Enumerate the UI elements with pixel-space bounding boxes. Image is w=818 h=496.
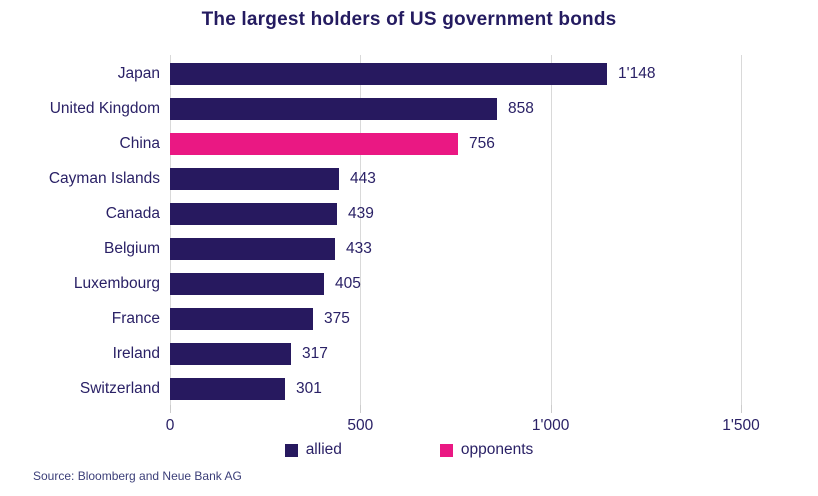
bar-row: United Kingdom 858 bbox=[50, 98, 534, 120]
x-tick-label: 0 bbox=[165, 417, 175, 434]
legend-item-opponents: opponents bbox=[439, 441, 534, 459]
category-label: France bbox=[111, 310, 160, 327]
value-label: 443 bbox=[350, 170, 376, 187]
gridline bbox=[360, 55, 362, 405]
legend: allied opponents bbox=[0, 441, 818, 459]
gridline bbox=[741, 55, 742, 405]
bar-row: Ireland 317 bbox=[113, 343, 328, 365]
opponents-swatch bbox=[439, 443, 453, 457]
value-label: 301 bbox=[296, 380, 322, 397]
category-label: Luxembourg bbox=[73, 275, 160, 292]
axis-tick bbox=[550, 405, 552, 413]
value-label: 756 bbox=[469, 135, 495, 152]
x-tick-label: 500 bbox=[347, 417, 374, 434]
value-label: 439 bbox=[348, 205, 374, 222]
x-tick-label: 1'500 bbox=[722, 417, 760, 434]
x-tick-label: 1'000 bbox=[531, 417, 570, 434]
category-label: Ireland bbox=[112, 345, 160, 362]
bar-row: Belgium 433 bbox=[104, 238, 372, 260]
allied-swatch bbox=[284, 443, 298, 457]
category-label: Belgium bbox=[104, 240, 160, 257]
axis-tick bbox=[360, 405, 362, 413]
value-label: 858 bbox=[508, 100, 534, 117]
axis-tick bbox=[741, 405, 742, 413]
legend-allied-label: allied bbox=[305, 441, 342, 458]
bar-row: Luxembourg 405 bbox=[74, 273, 361, 295]
bar-allied bbox=[170, 168, 339, 190]
value-label: 1'148 bbox=[618, 65, 656, 82]
category-label: Switzerland bbox=[79, 380, 160, 397]
bar-allied bbox=[170, 378, 285, 400]
source-credit: Source: Bloomberg and Neue Bank AG bbox=[33, 469, 242, 483]
value-label: 405 bbox=[335, 275, 361, 292]
legend-item-allied: allied bbox=[284, 441, 342, 459]
value-label: 317 bbox=[302, 345, 328, 362]
bar-allied bbox=[170, 203, 337, 225]
bar-opponents bbox=[170, 133, 458, 155]
bar-allied bbox=[170, 63, 607, 85]
bar-row: Canada 439 bbox=[106, 203, 374, 225]
legend-opponents-label: opponents bbox=[460, 441, 534, 458]
bar-allied bbox=[170, 343, 291, 365]
bar-row: Switzerland 301 bbox=[80, 378, 322, 400]
gridline bbox=[550, 55, 552, 405]
value-label: 375 bbox=[324, 310, 350, 327]
gridline bbox=[170, 55, 171, 405]
axis-tick bbox=[170, 405, 171, 413]
category-label: Cayman Islands bbox=[48, 170, 160, 187]
bar-row: China 756 bbox=[120, 133, 495, 155]
bar-row: Japan 1'148 bbox=[118, 63, 655, 85]
bar-row: France 375 bbox=[112, 308, 350, 330]
plot-area: 0 500 1'000 1'500 Japan 1'148 United Kingdom 85… bbox=[49, 55, 760, 434]
bar-allied bbox=[170, 273, 324, 295]
category-label: United Kingdom bbox=[49, 100, 160, 117]
bar-row: Cayman Islands 443 bbox=[49, 168, 376, 190]
value-label: 433 bbox=[346, 240, 372, 257]
category-label: Canada bbox=[105, 205, 160, 222]
category-label: China bbox=[119, 135, 161, 152]
bar-allied bbox=[170, 308, 313, 330]
chart-title: The largest holders of US government bon… bbox=[201, 9, 617, 30]
bar-allied bbox=[170, 98, 497, 120]
category-label: Japan bbox=[117, 65, 160, 82]
bar-allied bbox=[170, 238, 335, 260]
